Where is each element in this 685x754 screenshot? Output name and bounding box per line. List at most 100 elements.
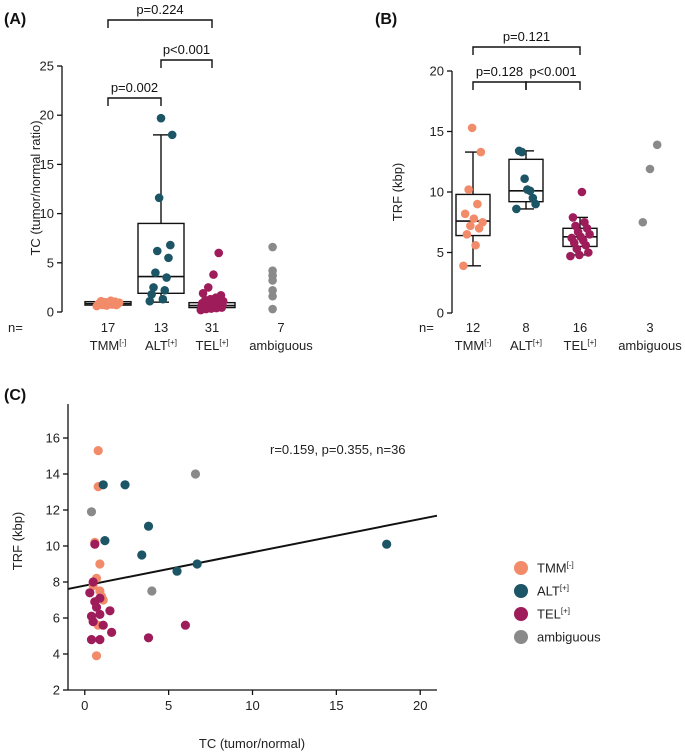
x-tick-label: 15: [329, 698, 343, 713]
p-value-label: p=0.128: [476, 64, 523, 79]
y-tick-label: 20: [40, 108, 54, 123]
data-point: [91, 602, 102, 612]
data-point: [164, 253, 173, 263]
panel-a-label: (A): [4, 11, 26, 28]
data-point: [152, 246, 162, 256]
data-point: [571, 221, 580, 231]
panel-c-y-axis-label: TRF (kbp): [10, 512, 25, 571]
y-tick-label: 16: [46, 431, 60, 446]
data-point: [268, 286, 277, 295]
data-point: [90, 539, 100, 549]
data-point: [180, 620, 191, 630]
y-tick-label: 10: [430, 185, 444, 200]
data-point: [471, 240, 480, 250]
panel-c-x-axis-label: TC (tumor/normal): [199, 736, 305, 751]
data-point: [268, 266, 277, 275]
group-n-value: 17: [101, 320, 115, 335]
legend-label: ALT[+]: [537, 584, 569, 599]
data-point: [91, 651, 102, 661]
data-point: [88, 577, 98, 587]
group-label: TEL[+]: [564, 338, 597, 353]
comparison-bracket: [472, 46, 581, 55]
data-point: [476, 147, 486, 157]
group-label: TMM[-]: [455, 338, 492, 353]
data-point: [156, 113, 166, 123]
data-point: [149, 283, 158, 292]
data-point: [86, 507, 97, 517]
panel-a-y-axis-label: TC (tumor/normal ratio): [28, 120, 43, 255]
data-point: [98, 480, 108, 490]
data-point: [147, 289, 156, 299]
y-tick-label: 0: [47, 305, 54, 320]
legend-marker: [514, 630, 528, 644]
y-tick-label: 4: [53, 647, 60, 662]
data-point: [268, 304, 277, 314]
data-point: [107, 627, 117, 638]
data-point: [466, 221, 475, 231]
comparison-bracket: [160, 59, 213, 68]
group-n-value: 7: [277, 320, 284, 335]
data-point: [147, 586, 157, 596]
data-point: [120, 480, 130, 490]
data-point: [190, 469, 201, 479]
x-tick-label: 20: [413, 698, 427, 713]
y-tick-label: 8: [53, 575, 60, 590]
comparison-bracket: [525, 81, 581, 90]
data-point: [192, 559, 202, 569]
data-point: [162, 273, 171, 282]
data-point: [382, 539, 392, 549]
panel-a-n-label: n=: [8, 320, 23, 335]
data-point: [209, 270, 218, 279]
data-point: [580, 217, 589, 227]
data-point: [460, 209, 470, 219]
p-value-label: p<0.001: [163, 42, 210, 57]
panel-c-label: (C): [4, 387, 26, 404]
comparison-bracket: [107, 19, 213, 28]
y-tick-label: 5: [437, 245, 444, 260]
legend-label: ambiguous: [537, 630, 601, 645]
data-point: [95, 559, 105, 569]
y-tick-label: 25: [40, 59, 54, 74]
data-point: [143, 633, 154, 643]
data-point: [151, 268, 160, 277]
x-tick-label: 5: [165, 698, 172, 713]
data-point: [85, 588, 95, 598]
p-value-label: p<0.001: [529, 64, 576, 79]
regression-line: [67, 514, 438, 590]
legend-label: TMM[-]: [537, 561, 574, 576]
data-point: [166, 240, 175, 250]
data-point: [652, 140, 662, 150]
data-point: [154, 193, 164, 203]
data-point: [520, 174, 529, 183]
data-point: [96, 296, 106, 306]
panel-b-y-axis-label: TRF (kbp): [390, 163, 405, 222]
data-point: [469, 214, 479, 223]
y-tick-label: 15: [40, 157, 54, 172]
group-label: ambiguous: [618, 338, 682, 353]
data-point: [512, 204, 521, 214]
y-tick-label: 20: [430, 64, 444, 79]
data-point: [645, 164, 655, 174]
y-tick-label: 6: [53, 611, 60, 626]
group-label: ALT[+]: [510, 338, 542, 353]
data-point: [167, 130, 177, 140]
panel-a-chart: (A) TC (tumor/normal ratio) n= 0 5 10 15 20 2…: [4, 2, 313, 353]
data-point: [86, 635, 97, 645]
box-iqr: [137, 222, 185, 295]
group-label: TEL[+]: [196, 338, 229, 353]
group-n-value: 16: [573, 320, 587, 335]
panel-b-chart: (B) TRF (kbp) n= 0 5 10 15 20 12 TMM[-] 8 ALT[+]…: [375, 11, 682, 353]
data-point: [160, 286, 170, 295]
group-label: ambiguous: [249, 338, 313, 353]
data-point: [137, 550, 147, 560]
data-point: [198, 289, 208, 298]
y-tick-label: 10: [40, 206, 54, 221]
data-point: [214, 248, 224, 258]
group-label: ALT[+]: [145, 338, 177, 353]
p-value-label: p=0.121: [503, 29, 550, 44]
data-point: [528, 193, 538, 203]
legend-marker: [514, 607, 528, 621]
y-tick-label: 5: [47, 255, 54, 270]
y-tick-label: 2: [53, 683, 60, 698]
